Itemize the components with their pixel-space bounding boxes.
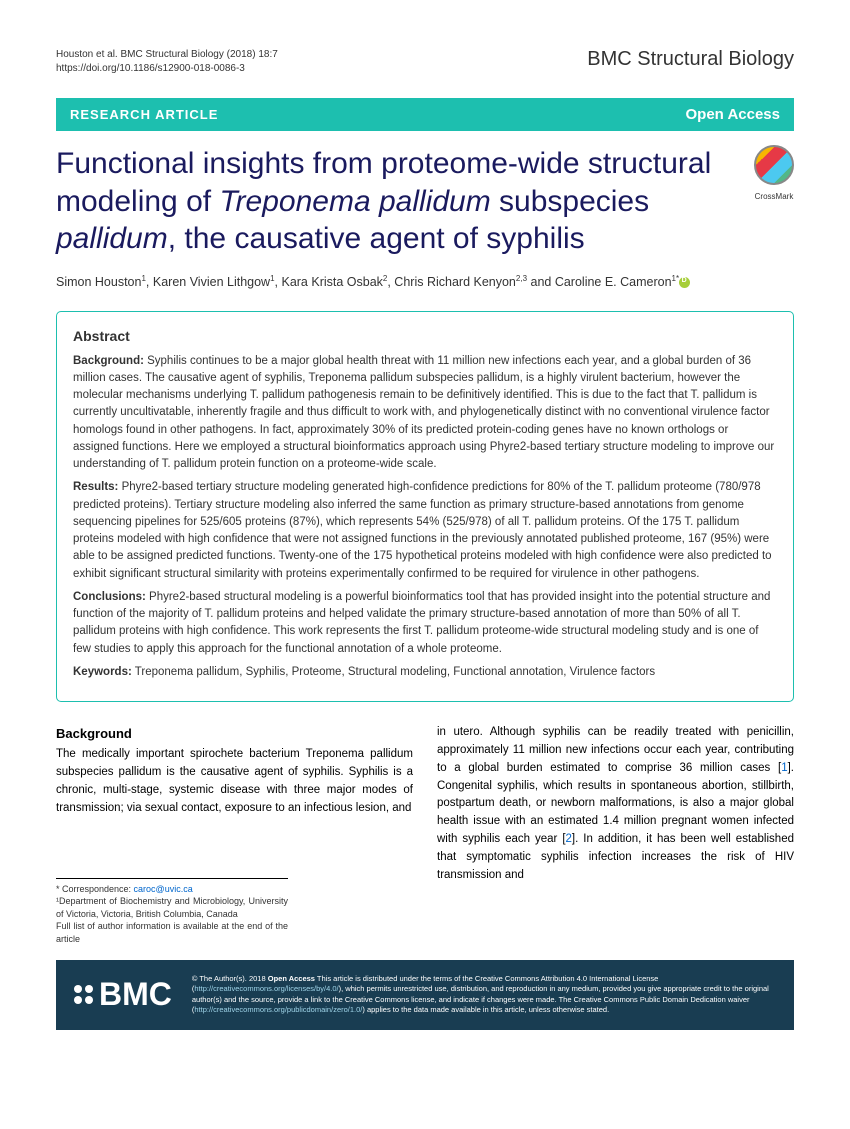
body-columns: Background The medically important spiro… — [56, 724, 794, 945]
abstract-box: Abstract Background: Syphilis continues … — [56, 311, 794, 703]
bmc-logo: BMC — [74, 976, 172, 1013]
background-heading: Background — [56, 724, 413, 744]
cc-license-link[interactable]: http://creativecommons.org/licenses/by/4… — [194, 984, 338, 993]
citation-doi[interactable]: https://doi.org/10.1186/s12900-018-0086-… — [56, 62, 278, 76]
background-text-left: The medically important spirochete bacte… — [56, 746, 413, 817]
column-right: in utero. Although syphilis can be readi… — [437, 724, 794, 945]
bmc-dots-icon — [74, 985, 93, 1004]
crossmark-label: CrossMark — [754, 192, 794, 201]
author-list: Simon Houston1, Karen Vivien Lithgow1, K… — [56, 274, 794, 289]
article-title: Functional insights from proteome-wide s… — [56, 145, 742, 258]
crossmark-icon — [754, 145, 794, 185]
cc-publicdomain-link[interactable]: http://creativecommons.org/publicdomain/… — [194, 1005, 362, 1014]
journal-name: BMC Structural Biology — [587, 48, 794, 71]
citation-line1: Houston et al. BMC Structural Biology (2… — [56, 48, 278, 62]
license-footer: BMC © The Author(s). 2018 Open Access Th… — [56, 960, 794, 1030]
article-type-label: RESEARCH ARTICLE — [70, 107, 218, 122]
column-left: Background The medically important spiro… — [56, 724, 413, 945]
correspondence-email[interactable]: caroc@uvic.ca — [134, 884, 193, 894]
open-access-label: Open Access — [686, 106, 781, 123]
article-type-banner: RESEARCH ARTICLE Open Access — [56, 98, 794, 131]
abstract-heading: Abstract — [73, 326, 777, 347]
citation: Houston et al. BMC Structural Biology (2… — [56, 48, 278, 76]
crossmark-badge[interactable]: CrossMark — [754, 145, 794, 201]
correspondence-box: * Correspondence: caroc@uvic.ca ¹Departm… — [56, 878, 288, 946]
orcid-icon[interactable] — [679, 277, 690, 288]
license-text: © The Author(s). 2018 Open Access This a… — [192, 974, 776, 1016]
background-text-right: in utero. Although syphilis can be readi… — [437, 724, 794, 884]
header-row: Houston et al. BMC Structural Biology (2… — [56, 48, 794, 76]
